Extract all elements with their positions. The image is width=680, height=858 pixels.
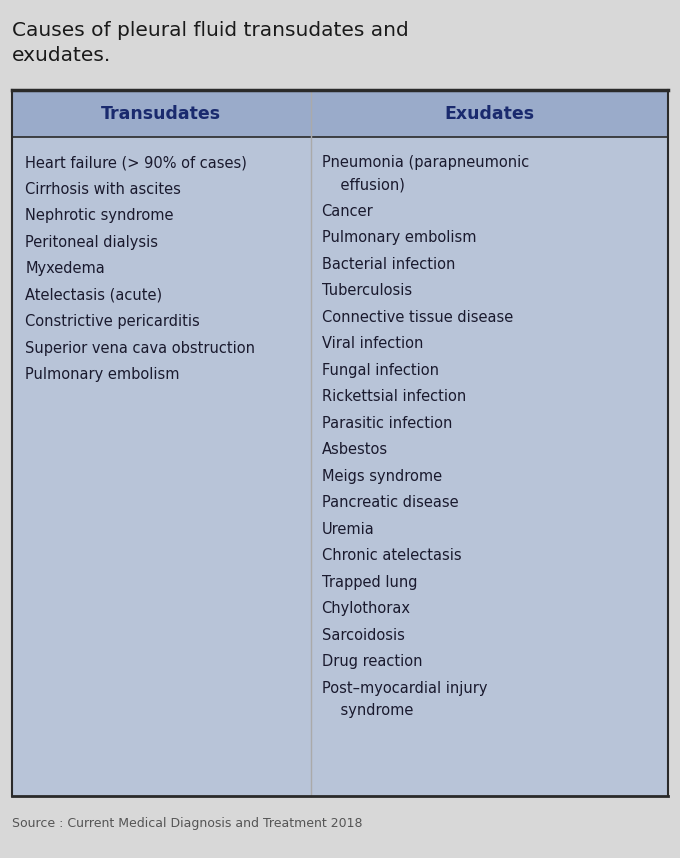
Text: Pulmonary embolism: Pulmonary embolism	[322, 230, 476, 245]
Text: Causes of pleural fluid transudates and
exudates.: Causes of pleural fluid transudates and …	[12, 21, 409, 64]
Text: Tuberculosis: Tuberculosis	[322, 283, 411, 299]
Text: Chronic atelectasis: Chronic atelectasis	[322, 548, 461, 564]
Text: Rickettsial infection: Rickettsial infection	[322, 390, 466, 404]
Text: Meigs syndrome: Meigs syndrome	[322, 468, 441, 484]
Text: Source : Current Medical Diagnosis and Treatment 2018: Source : Current Medical Diagnosis and T…	[12, 817, 362, 830]
Text: Cancer: Cancer	[322, 204, 373, 219]
Text: Peritoneal dialysis: Peritoneal dialysis	[25, 235, 158, 250]
Bar	[12, 90, 668, 137]
Text: Constrictive pericarditis: Constrictive pericarditis	[25, 314, 200, 329]
Text: Nephrotic syndrome: Nephrotic syndrome	[25, 208, 174, 223]
Text: Pancreatic disease: Pancreatic disease	[322, 495, 458, 511]
Text: Parasitic infection: Parasitic infection	[322, 416, 452, 431]
Text: Connective tissue disease: Connective tissue disease	[322, 310, 513, 325]
Text: Asbestos: Asbestos	[322, 442, 388, 457]
Text: syndrome: syndrome	[322, 704, 413, 718]
Text: Trapped lung: Trapped lung	[322, 575, 417, 589]
Bar	[12, 90, 668, 796]
Text: Uremia: Uremia	[322, 522, 374, 537]
Text: Bacterial infection: Bacterial infection	[322, 257, 455, 272]
Text: Superior vena cava obstruction: Superior vena cava obstruction	[25, 341, 255, 356]
Text: Drug reaction: Drug reaction	[322, 655, 422, 669]
Text: Pulmonary embolism: Pulmonary embolism	[25, 367, 180, 383]
Text: Transudates: Transudates	[101, 105, 222, 123]
Text: Fungal infection: Fungal infection	[322, 363, 439, 378]
Text: Chylothorax: Chylothorax	[322, 601, 411, 616]
Text: effusion): effusion)	[322, 178, 405, 193]
Text: Viral infection: Viral infection	[322, 336, 423, 351]
Text: Atelectasis (acute): Atelectasis (acute)	[25, 287, 163, 303]
Text: Post–myocardial injury: Post–myocardial injury	[322, 680, 487, 696]
Text: Heart failure (> 90% of cases): Heart failure (> 90% of cases)	[25, 155, 247, 170]
Text: Myxedema: Myxedema	[25, 262, 105, 276]
Text: Pneumonia (parapneumonic: Pneumonia (parapneumonic	[322, 155, 529, 170]
Text: Cirrhosis with ascites: Cirrhosis with ascites	[25, 182, 181, 196]
Text: Sarcoidosis: Sarcoidosis	[322, 628, 405, 643]
Text: Exudates: Exudates	[444, 105, 534, 123]
